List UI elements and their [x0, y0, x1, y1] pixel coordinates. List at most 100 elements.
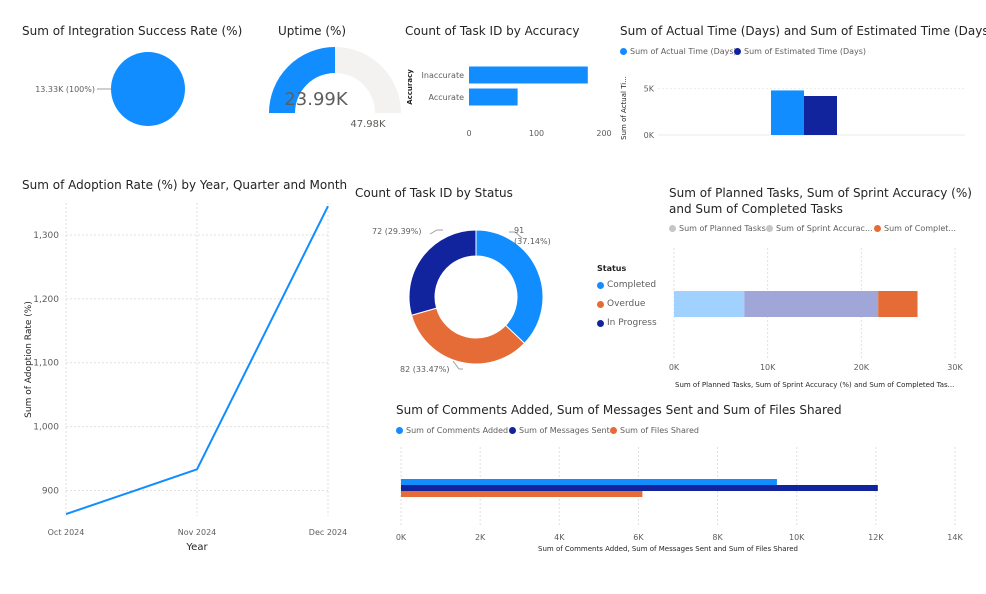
sprint-legend-accuracy[interactable]: Sum of Sprint Accurac... — [766, 224, 873, 233]
sprint-legend-planned[interactable]: Sum of Planned Tasks — [669, 224, 766, 233]
time-column-title: Sum of Actual Time (Days) and Sum of Est… — [620, 24, 986, 38]
time-column-chart: 0K 5K Sum of Actual Ti... — [620, 76, 965, 140]
bar — [469, 66, 588, 84]
gauge-fill — [269, 47, 336, 114]
legend-dot-icon — [734, 48, 741, 55]
x-tick-label: 0K — [669, 363, 680, 372]
comments-legend-comments[interactable]: Sum of Comments Added — [396, 426, 508, 435]
y-tick-label: 900 — [42, 486, 59, 496]
x-tick-label: 10K — [789, 533, 805, 542]
column-bar — [804, 96, 837, 135]
uptime-gauge-visual[interactable]: Uptime (%) 23.99K 47.98K — [269, 24, 401, 134]
donut-data-label: (37.14%) — [514, 237, 551, 246]
status-legend-in-progress[interactable]: In Progress — [597, 318, 657, 328]
y-axis-title: Sum of Adoption Rate (%) — [24, 301, 34, 418]
x-axis-title: Sum of Comments Added, Sum of Messages S… — [538, 545, 798, 553]
x-tick-label: 20K — [854, 363, 870, 372]
y-tick-label: 1,000 — [33, 423, 59, 433]
accuracy-bar-title: Count of Task ID by Accuracy — [405, 24, 580, 38]
y-axis-title: Sum of Actual Ti... — [620, 76, 628, 140]
y-category-label: Inaccurate — [422, 71, 465, 80]
status-donut-chart: 91 (37.14%) 82 (33.47%) 72 (29.39%) — [372, 226, 551, 374]
column-bar — [771, 90, 804, 135]
x-tick-label: 4K — [554, 533, 565, 542]
y-tick-label: 1,100 — [33, 359, 59, 369]
legend-dot-icon — [396, 427, 403, 434]
x-tick-label: 10K — [760, 363, 776, 372]
donut-data-label: 82 (33.47%) — [400, 365, 449, 374]
x-tick-label: 2K — [475, 533, 486, 542]
gauge-value-label: 23.99K — [284, 89, 349, 110]
x-tick-label: 30K — [947, 363, 963, 372]
x-tick-label: 8K — [712, 533, 723, 542]
comments-bar-title: Sum of Comments Added, Sum of Messages S… — [396, 403, 842, 417]
donut-data-label: 72 (29.39%) — [372, 227, 421, 236]
donut-leader-line — [509, 231, 523, 239]
y-tick-label: 1,200 — [33, 295, 59, 305]
x-tick-label: 12K — [868, 533, 884, 542]
status-donut-visual[interactable]: Count of Task ID by Status 91 (37.14%) 82 … — [355, 186, 657, 386]
time-legend-estimated[interactable]: Sum of Estimated Time (Days) — [734, 47, 866, 56]
donut-slice — [475, 229, 544, 345]
y-tick-label: 5K — [644, 85, 655, 94]
sprint-bar-visual[interactable]: Sum of Planned Tasks, Sum of Sprint Accu… — [669, 186, 972, 396]
donut-leader-line — [429, 229, 443, 235]
stacked-bar-segment — [878, 291, 918, 317]
adoption-line-visual[interactable]: Sum of Adoption Rate (%) by Year, Quarte… — [22, 178, 352, 558]
status-legend-title: Status — [597, 264, 627, 273]
status-legend-overdue[interactable]: Overdue — [597, 299, 645, 309]
y-tick-label: 0K — [644, 131, 655, 140]
x-tick-label: 14K — [947, 533, 963, 542]
series-line — [65, 205, 329, 516]
legend-dot-icon — [669, 225, 676, 232]
comments-bar-chart: 0K 2K 4K 6K 8K 10K 12K 14K Sum of Comments Added… — [396, 447, 963, 553]
y-axis-title: Accuracy — [406, 69, 414, 105]
sprint-bar-title-line2: and Sum of Completed Tasks — [669, 202, 843, 216]
gauge-max-label: 47.98K — [350, 119, 386, 130]
x-tick-label: Nov 2024 — [178, 528, 217, 537]
x-tick-label: Oct 2024 — [48, 528, 85, 537]
sprint-bar-chart: 0K 10K 20K 30K Sum of Planned Tasks, Sum of … — [669, 248, 963, 389]
sprint-legend-completed[interactable]: Sum of Complet... — [874, 224, 956, 233]
legend-dot-icon — [766, 225, 773, 232]
adoption-line-chart: 900 1,000 1,100 1,200 1,300 Oct 2024 Nov 2024 D… — [24, 203, 347, 553]
y-category-label: Accurate — [429, 93, 465, 102]
donut-slice — [408, 229, 477, 316]
integration-pie-chart: 13.33K (100%) — [35, 52, 185, 126]
legend-dot-icon — [597, 281, 604, 289]
time-legend-actual[interactable]: Sum of Actual Time (Days) — [620, 47, 737, 56]
accuracy-bar-visual[interactable]: Count of Task ID by Accuracy 0 100 200 Inac… — [405, 24, 612, 144]
legend-dot-icon — [620, 48, 627, 55]
uptime-gauge-title: Uptime (%) — [278, 24, 347, 38]
x-tick-label: 6K — [633, 533, 644, 542]
adoption-line-title: Sum of Adoption Rate (%) by Year, Quarte… — [22, 178, 348, 192]
y-tick-label: 1,300 — [33, 231, 59, 241]
donut-slice — [410, 307, 526, 365]
x-tick-label: 0 — [466, 129, 471, 138]
x-tick-label: 200 — [596, 129, 611, 138]
x-axis-title: Sum of Planned Tasks, Sum of Sprint Accu… — [675, 381, 954, 389]
comments-legend-messages[interactable]: Sum of Messages Sent — [509, 426, 610, 435]
status-legend-completed[interactable]: Completed — [597, 280, 656, 290]
donut-leader-line — [452, 360, 463, 370]
legend-dot-icon — [509, 427, 516, 434]
comments-bar-visual[interactable]: Sum of Comments Added, Sum of Messages S… — [396, 403, 971, 563]
x-tick-label: Dec 2024 — [309, 528, 347, 537]
pie-slice — [111, 52, 185, 126]
donut-data-label: 91 — [514, 226, 524, 235]
bar — [469, 88, 518, 106]
status-donut-title: Count of Task ID by Status — [355, 186, 513, 200]
accuracy-bar-chart: 0 100 200 Inaccurate Accurate Accuracy — [406, 66, 612, 138]
integration-pie-visual[interactable]: Sum of Integration Success Rate (%) 13.3… — [22, 24, 252, 144]
legend-dot-icon — [597, 319, 604, 327]
legend-dot-icon — [610, 427, 617, 434]
bar — [401, 491, 643, 497]
x-tick-label: 100 — [529, 129, 544, 138]
legend-dot-icon — [597, 300, 604, 308]
x-tick-label: 0K — [396, 533, 407, 542]
bar — [401, 485, 878, 491]
sprint-bar-title-line1: Sum of Planned Tasks, Sum of Sprint Accu… — [669, 186, 972, 200]
comments-legend-files[interactable]: Sum of Files Shared — [610, 426, 699, 435]
time-column-visual[interactable]: Sum of Actual Time (Days) and Sum of Est… — [620, 24, 986, 144]
